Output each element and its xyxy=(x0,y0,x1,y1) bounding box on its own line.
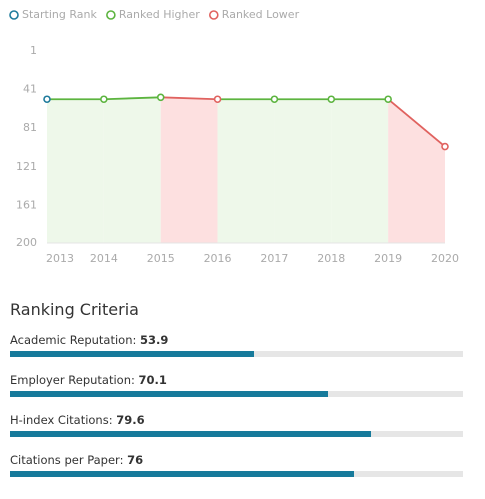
criterion-bar xyxy=(10,351,255,357)
criterion-value: 53.9 xyxy=(140,333,169,347)
legend-marker xyxy=(208,10,219,20)
rank-line xyxy=(160,96,218,101)
rank-line xyxy=(387,98,446,148)
rank-point xyxy=(384,95,392,104)
criterion-value: 79.6 xyxy=(116,413,145,427)
criterion-value: 76 xyxy=(127,453,144,467)
y-tick-label: 200 xyxy=(16,236,37,249)
x-tick-label: 2018 xyxy=(317,252,345,265)
area-fill xyxy=(331,99,389,243)
x-tick-label: 2014 xyxy=(90,252,118,265)
criterion-track xyxy=(10,431,463,437)
criterion-name: Employer Reputation: xyxy=(10,373,135,387)
legend-label: Ranked Higher xyxy=(119,8,200,21)
area-fill xyxy=(160,97,218,243)
criterion-track xyxy=(10,351,463,357)
x-tick-label: 2016 xyxy=(204,252,232,265)
rank-point xyxy=(327,95,336,104)
y-tick-label: 1 xyxy=(30,44,37,57)
x-tick-label: 2020 xyxy=(431,252,459,265)
area-fill xyxy=(274,99,332,243)
criteria-title: Ranking Criteria xyxy=(10,300,139,319)
criterion-bar xyxy=(10,471,355,477)
criterion-label: Employer Reputation: 70.1 xyxy=(10,373,463,391)
legend-marker xyxy=(106,10,116,20)
criterion: H-index Citations: 79.6 xyxy=(10,413,463,453)
rank-point xyxy=(213,95,222,104)
y-tick-label: 161 xyxy=(16,198,37,211)
criterion-name: H-index Citations: xyxy=(10,413,113,427)
rank-point xyxy=(43,95,51,104)
x-tick-label: 2013 xyxy=(46,252,74,265)
rank-point xyxy=(441,142,449,151)
rank-line xyxy=(103,96,161,101)
criterion: Citations per Paper: 76 xyxy=(10,453,463,493)
criterion-value: 70.1 xyxy=(138,373,167,387)
criterion-bar xyxy=(10,431,371,437)
rank-chart: Starting Rank Ranked Higher Ranked Lower 1 4… xyxy=(9,8,459,265)
rank-point xyxy=(156,93,165,102)
criterion-track xyxy=(10,391,463,397)
y-tick-label: 41 xyxy=(23,83,37,96)
criterion-name: Citations per Paper: xyxy=(10,453,124,467)
area-fill xyxy=(103,97,161,243)
legend-label: Ranked Lower xyxy=(222,8,300,21)
area-fill xyxy=(47,99,104,243)
criterion: Academic Reputation: 53.9 xyxy=(10,333,463,373)
criterion: Employer Reputation: 70.1 xyxy=(10,373,463,413)
y-tick-label: 81 xyxy=(23,121,37,134)
x-tick-label: 2017 xyxy=(260,252,288,265)
rank-point xyxy=(270,95,279,104)
criterion-label: H-index Citations: 79.6 xyxy=(10,413,463,431)
legend-label: Starting Rank xyxy=(22,8,97,21)
criterion-track xyxy=(10,471,463,477)
legend-marker xyxy=(9,10,19,20)
y-tick-label: 121 xyxy=(16,160,37,173)
x-tick-label: 2019 xyxy=(374,252,402,265)
criterion-label: Citations per Paper: 76 xyxy=(10,453,463,471)
criterion-bar xyxy=(10,391,328,397)
criterion-label: Academic Reputation: 53.9 xyxy=(10,333,463,351)
area-fill xyxy=(217,99,275,243)
area-fill xyxy=(388,99,445,243)
criterion-name: Academic Reputation: xyxy=(10,333,137,347)
ranking-criteria: Ranking Criteria Academic Reputation: 53… xyxy=(10,300,463,493)
x-tick-label: 2015 xyxy=(147,252,175,265)
rank-point xyxy=(100,95,108,104)
